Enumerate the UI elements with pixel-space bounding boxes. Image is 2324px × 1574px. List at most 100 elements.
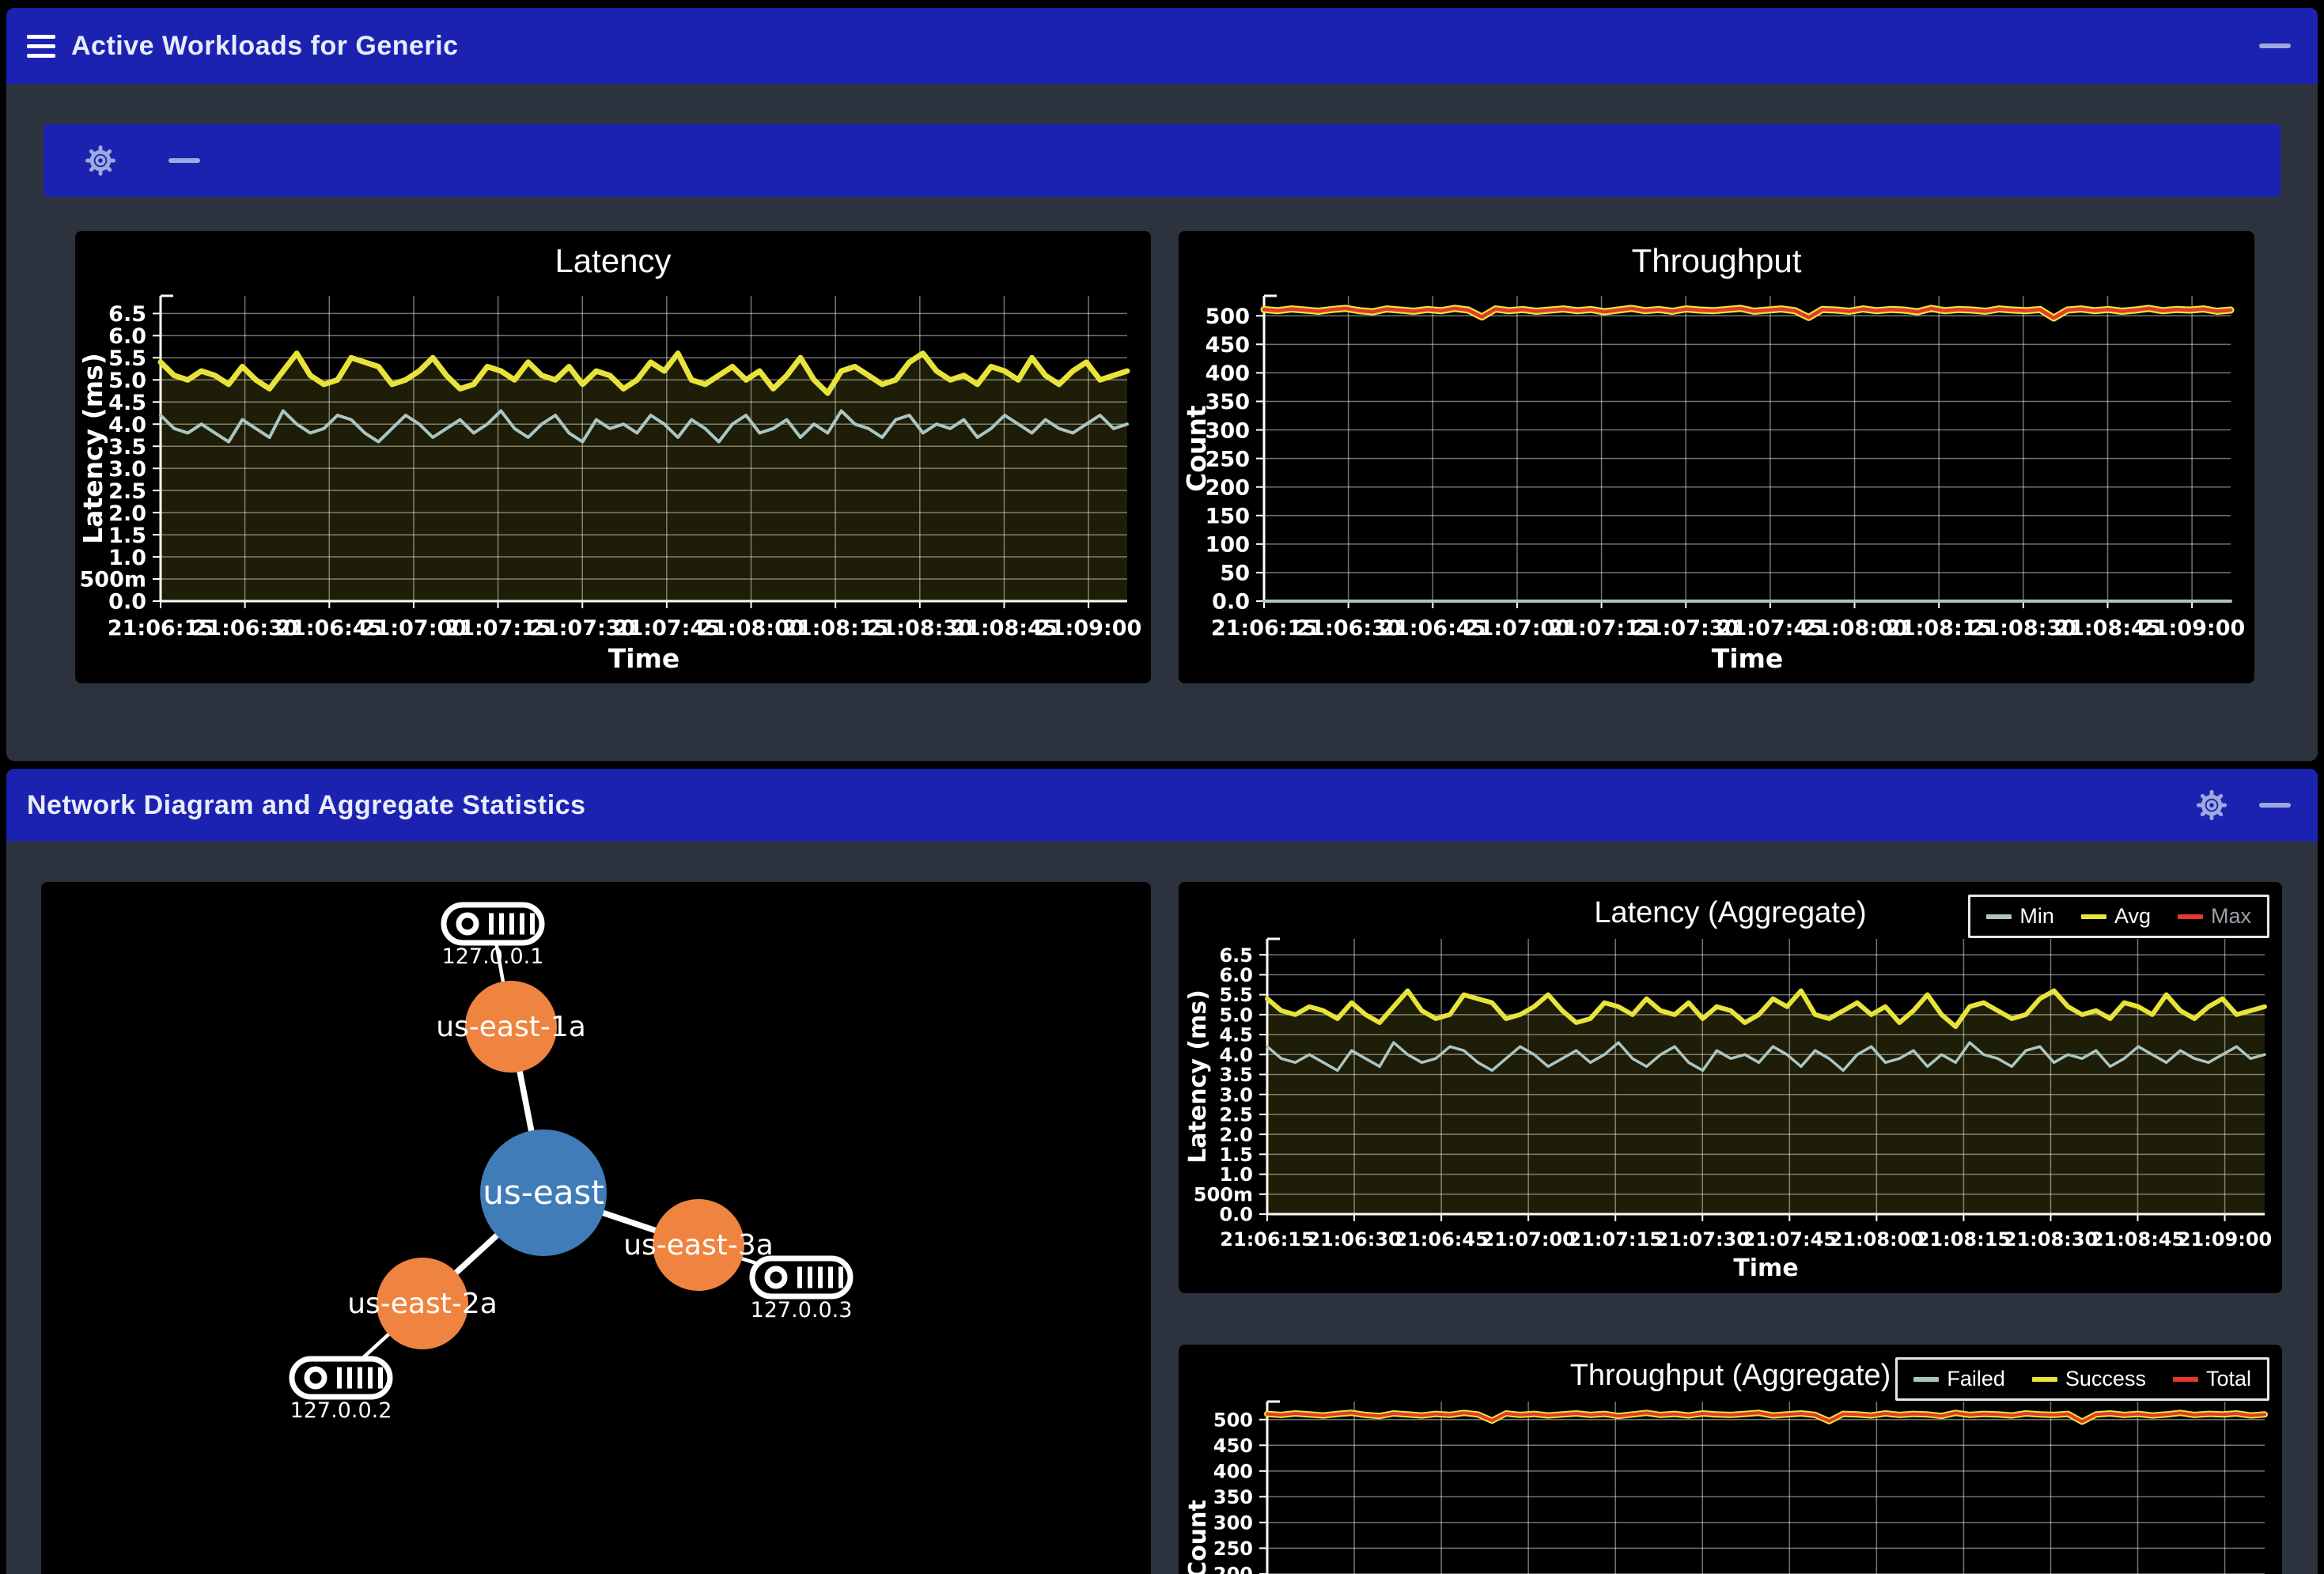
svg-text:350: 350 bbox=[1206, 390, 1250, 414]
svg-text:21:08:45: 21:08:45 bbox=[951, 616, 1057, 641]
svg-text:5.0: 5.0 bbox=[1219, 1004, 1253, 1026]
network-node-us-east-3a[interactable] bbox=[653, 1199, 744, 1291]
legend-item-total[interactable]: Total bbox=[2172, 1367, 2251, 1391]
svg-text:1.0: 1.0 bbox=[108, 546, 146, 570]
legend-label: Max bbox=[2210, 904, 2251, 928]
network-node-label-us-east-2a: us-east-2a bbox=[347, 1288, 498, 1320]
series-min-line bbox=[159, 409, 1129, 444]
svg-text:21:06:30: 21:06:30 bbox=[1295, 616, 1401, 641]
svg-text:2.5: 2.5 bbox=[1219, 1104, 1253, 1126]
latency-chart-card: Latency 21:06:15 21:06:30 21:06:45 21:07:00… bbox=[75, 231, 1151, 683]
svg-text:21:08:00: 21:08:00 bbox=[1830, 1228, 1924, 1250]
panel2-settings-button[interactable] bbox=[2190, 783, 2234, 827]
throughput-aggregate-card: Throughput (Aggregate) Failed Success Tota… bbox=[1179, 1345, 2282, 1574]
svg-text:1.0: 1.0 bbox=[1219, 1163, 1253, 1186]
svg-text:21:07:30: 21:07:30 bbox=[1633, 616, 1739, 641]
panel-active-workloads: Active Workloads for Generic bbox=[6, 8, 2318, 761]
svg-text:21:07:15: 21:07:15 bbox=[1548, 616, 1654, 641]
svg-text:450: 450 bbox=[1213, 1435, 1253, 1457]
legend-label: Avg bbox=[2114, 904, 2151, 928]
svg-text:6.0: 6.0 bbox=[108, 324, 146, 349]
minimize-icon bbox=[2259, 803, 2291, 808]
svg-text:21:08:30: 21:08:30 bbox=[867, 616, 973, 641]
legend-item-success[interactable]: Success bbox=[2031, 1367, 2146, 1391]
legend-label: Min bbox=[2019, 904, 2054, 928]
y-axis-label: Count bbox=[1184, 1500, 1212, 1574]
svg-text:400: 400 bbox=[1213, 1460, 1253, 1482]
y-axis-label: Count bbox=[1181, 405, 1212, 492]
legend-item-max[interactable]: Max bbox=[2177, 904, 2251, 929]
throughput-aggregate-canvas[interactable]: 21:06:1521:06:3021:06:4521:07:0021:07:15… bbox=[1179, 1394, 2282, 1574]
svg-text:21:06:15: 21:06:15 bbox=[1211, 616, 1317, 641]
svg-text:21:08:15: 21:08:15 bbox=[1886, 616, 1992, 641]
svg-text:21:08:30: 21:08:30 bbox=[2004, 1228, 2098, 1250]
legend-swatch bbox=[2031, 1376, 2057, 1382]
legend-item-failed[interactable]: Failed bbox=[1913, 1367, 2005, 1391]
gear-icon bbox=[85, 145, 116, 176]
menu-button[interactable] bbox=[27, 24, 71, 68]
panel1-header: Active Workloads for Generic bbox=[6, 8, 2318, 84]
svg-text:3.5: 3.5 bbox=[1219, 1064, 1253, 1086]
x-axis-label: Time bbox=[608, 643, 680, 674]
svg-text:250: 250 bbox=[1213, 1538, 1253, 1560]
svg-text:21:08:45: 21:08:45 bbox=[2091, 1228, 2185, 1250]
svg-text:500m: 500m bbox=[80, 568, 147, 592]
svg-text:21:06:30: 21:06:30 bbox=[1307, 1228, 1401, 1250]
svg-text:21:09:00: 21:09:00 bbox=[2139, 616, 2245, 641]
svg-text:21:09:00: 21:09:00 bbox=[1035, 616, 1141, 641]
legend-swatch bbox=[1913, 1376, 1940, 1382]
svg-text:21:08:00: 21:08:00 bbox=[698, 616, 804, 641]
series-total-line bbox=[1266, 1411, 2266, 1424]
network-node-us-east-1a[interactable] bbox=[465, 981, 557, 1073]
throughput-aggregate-title: Throughput (Aggregate) bbox=[1569, 1359, 1891, 1392]
svg-text:21:06:15: 21:06:15 bbox=[1220, 1228, 1314, 1250]
latency-aggregate-canvas[interactable]: 21:06:1521:06:3021:06:4521:07:0021:07:15… bbox=[1179, 931, 2282, 1287]
svg-text:2.5: 2.5 bbox=[108, 479, 146, 504]
svg-text:350: 350 bbox=[1213, 1486, 1253, 1508]
svg-text:21:08:15: 21:08:15 bbox=[782, 616, 888, 641]
svg-text:21:09:00: 21:09:00 bbox=[2178, 1228, 2272, 1250]
svg-text:21:07:30: 21:07:30 bbox=[1656, 1228, 1750, 1250]
throughput-chart-canvas[interactable]: 21:06:1521:06:3021:06:4521:07:0021:07:15… bbox=[1179, 283, 2254, 679]
x-axis-label: Time bbox=[1733, 1254, 1798, 1282]
svg-text:150: 150 bbox=[1206, 504, 1250, 528]
svg-text:4.5: 4.5 bbox=[1219, 1024, 1253, 1046]
network-node-us-east-2a[interactable] bbox=[377, 1258, 468, 1349]
panel2-minimize-button[interactable] bbox=[2253, 783, 2297, 827]
server-icon-127.0.0.2[interactable] bbox=[289, 1356, 393, 1400]
svg-text:21:06:45: 21:06:45 bbox=[1394, 1228, 1488, 1250]
svg-text:450: 450 bbox=[1206, 333, 1250, 358]
latency-aggregate-card: Latency (Aggregate) Min Avg Max 21:06:15 21… bbox=[1179, 882, 2282, 1293]
svg-text:2.0: 2.0 bbox=[108, 501, 146, 526]
latency-chart-canvas[interactable]: 21:06:1521:06:3021:06:4521:07:0021:07:15… bbox=[75, 283, 1151, 679]
hamburger-icon bbox=[27, 34, 55, 58]
legend-item-min[interactable]: Min bbox=[1986, 904, 2054, 929]
svg-text:0.0: 0.0 bbox=[1219, 1204, 1253, 1226]
svg-text:21:08:30: 21:08:30 bbox=[1970, 616, 2076, 641]
series-avg-line bbox=[157, 350, 1130, 396]
svg-text:5.5: 5.5 bbox=[108, 346, 146, 371]
legend-item-avg[interactable]: Avg bbox=[2080, 904, 2151, 929]
y-axis-label: Latency (ms) bbox=[1184, 989, 1212, 1163]
svg-text:21:07:00: 21:07:00 bbox=[361, 616, 467, 641]
svg-text:21:06:30: 21:06:30 bbox=[191, 616, 297, 641]
svg-text:21:07:30: 21:07:30 bbox=[529, 616, 635, 641]
svg-text:4.0: 4.0 bbox=[108, 413, 146, 437]
panel1-minimize-button[interactable] bbox=[2253, 24, 2297, 68]
minimize-icon bbox=[2259, 44, 2291, 48]
svg-text:250: 250 bbox=[1206, 447, 1250, 471]
svg-text:21:08:45: 21:08:45 bbox=[2054, 616, 2160, 641]
workload-settings-button[interactable] bbox=[78, 138, 123, 183]
network-node-label-us-east-3a: us-east-3a bbox=[623, 1229, 774, 1262]
network-node-us-east[interactable] bbox=[480, 1129, 607, 1256]
svg-text:50: 50 bbox=[1220, 562, 1250, 586]
svg-text:5.5: 5.5 bbox=[1219, 984, 1253, 1006]
svg-text:21:06:15: 21:06:15 bbox=[108, 616, 214, 641]
server-icon-127.0.0.1[interactable] bbox=[441, 902, 545, 946]
workload-minimize-button[interactable] bbox=[162, 138, 206, 183]
server-icon-127.0.0.3[interactable] bbox=[749, 1255, 854, 1300]
network-diagram-canvas[interactable]: 127.0.0.1 127.0.0.2 127.0.0.3 us-east us-eas… bbox=[41, 882, 1151, 1574]
svg-text:21:08:15: 21:08:15 bbox=[1917, 1228, 2011, 1250]
svg-text:5.0: 5.0 bbox=[108, 369, 146, 393]
